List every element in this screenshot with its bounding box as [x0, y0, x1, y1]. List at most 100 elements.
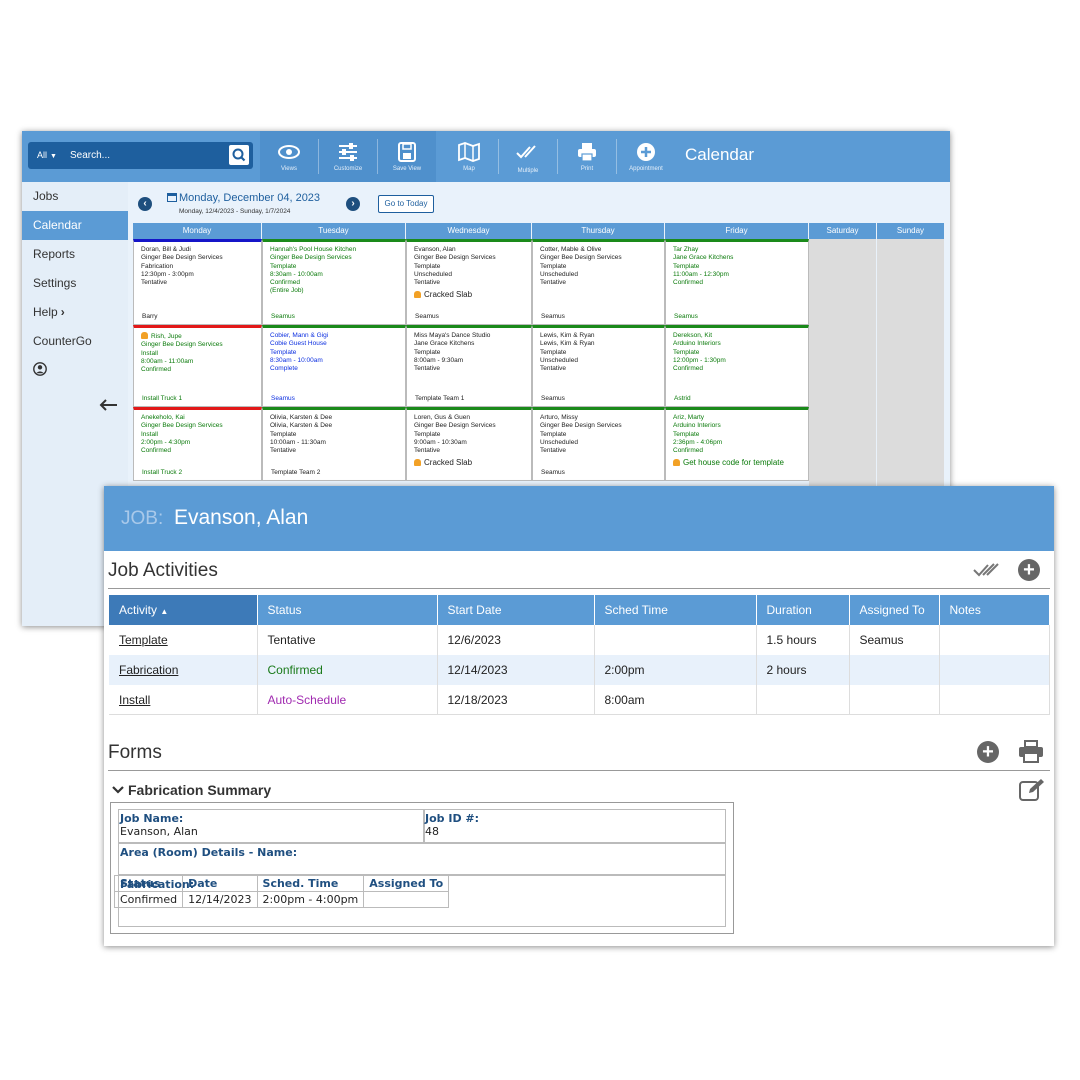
- save-view-button[interactable]: Save View: [378, 131, 436, 182]
- date-title-text: Monday, December 04, 2023: [179, 192, 321, 204]
- toolbar-divider: [616, 139, 617, 174]
- calendar-icon: [167, 193, 177, 202]
- search-icon[interactable]: [229, 145, 249, 165]
- activity-notes: [939, 655, 1050, 685]
- action-tools: Map Multiple Print Appointment: [440, 131, 675, 182]
- appointment-card[interactable]: Evanson, Alan Ginger Bee Design Services T…: [406, 239, 532, 325]
- appointment-line: 12:30pm - 3:00pm: [141, 270, 194, 278]
- day-header-saturday: Saturday: [809, 223, 877, 239]
- add-form-icon[interactable]: +: [977, 741, 999, 763]
- views-label: Views: [281, 166, 297, 172]
- map-button[interactable]: Map: [440, 131, 498, 182]
- multi-check-icon[interactable]: [972, 559, 1000, 581]
- chevron-down-icon: [112, 786, 124, 794]
- collapse-arrow-icon[interactable]: [98, 398, 118, 412]
- appointment-line: Template: [414, 262, 441, 270]
- appointment-line: Lewis, Kim & Ryan: [540, 332, 595, 339]
- appointment-line: Fabrication: [141, 262, 174, 270]
- appointment-assignee: Astrid: [674, 394, 691, 402]
- bell-icon: [414, 291, 421, 299]
- print-label: Print: [580, 166, 594, 172]
- fabrication-summary-title: Fabrication Summary: [128, 782, 272, 798]
- sidebar-item-calendar[interactable]: Calendar: [22, 211, 128, 240]
- activity-link[interactable]: Install: [109, 685, 258, 715]
- edit-form-icon[interactable]: [1018, 778, 1046, 802]
- col-notes[interactable]: Notes: [939, 595, 1050, 625]
- save-view-label: Save View: [392, 166, 422, 172]
- activity-link[interactable]: Template: [109, 625, 258, 655]
- appointment-line: Doran, Bill & Judi: [141, 246, 191, 253]
- add-activity-icon[interactable]: +: [1018, 559, 1040, 581]
- views-button[interactable]: Views: [260, 131, 318, 182]
- appointment-card[interactable]: Arturo, Missy Ginger Bee Design Services T…: [532, 407, 665, 481]
- appointment-alert: Cracked Slab: [414, 291, 524, 299]
- go-to-today-button[interactable]: Go to Today: [378, 195, 434, 213]
- appointment-card[interactable]: Cobier, Mann & Gigi Cobie Guest House Temp…: [262, 325, 406, 407]
- search-input[interactable]: Search...: [70, 150, 111, 161]
- appointment-line: Arduino Interiors: [673, 422, 721, 430]
- appointment-assignee: Seamus: [541, 468, 565, 476]
- appointment-card[interactable]: Doran, Bill & Judi Ginger Bee Design Serv…: [133, 239, 262, 325]
- appointment-line: Tentative: [414, 447, 441, 455]
- appointment-card[interactable]: Ariz, Marty Arduino Interiors Template 2:36…: [665, 407, 809, 481]
- appointment-line: Template: [414, 430, 441, 438]
- fab-header-row: Status Date Sched. Time Assigned To: [113, 875, 450, 892]
- sidebar-item-account[interactable]: [22, 356, 128, 385]
- appointment-card[interactable]: Miss Maya's Dance Studio Jane Grace Kitch…: [406, 325, 532, 407]
- appointment-line: Lewis, Kim & Ryan: [540, 340, 595, 348]
- sidebar-item-help[interactable]: Help ›: [22, 298, 128, 327]
- appointment-line: Template: [673, 430, 700, 438]
- table-row[interactable]: Fabrication Confirmed 12/14/2023 2:00pm …: [109, 655, 1050, 685]
- sidebar-item-reports[interactable]: Reports: [33, 247, 76, 261]
- appointment-assignee: Install Truck 2: [142, 468, 183, 476]
- appointment-line: Install: [141, 430, 158, 438]
- toolbar-divider: [318, 139, 319, 174]
- sidebar-item-jobs[interactable]: Jobs: [33, 189, 59, 203]
- job-id-value: 48: [425, 825, 439, 838]
- appointment-card[interactable]: Olivia, Karsten & Dee Olivia, Karsten & D…: [262, 407, 406, 481]
- multiple-button[interactable]: Multiple: [499, 131, 557, 182]
- appointment-line: Cobie Guest House: [270, 340, 327, 348]
- table-row[interactable]: Install Auto-Schedule 12/18/2023 8:00am: [109, 685, 1050, 715]
- appointment-title: Rish, Jupe: [151, 333, 182, 340]
- date-range: Monday, 12/4/2023 - Sunday, 1/7/2024: [179, 208, 291, 215]
- bell-icon: [414, 459, 421, 467]
- sidebar-item-settings[interactable]: Settings: [33, 276, 77, 290]
- appointment-card[interactable]: Rish, Jupe Ginger Bee Design Services Inst…: [133, 325, 262, 407]
- col-status[interactable]: Status: [257, 595, 438, 625]
- appointment-card[interactable]: Derekson, Kit Arduino Interiors Template 12…: [665, 325, 809, 407]
- next-arrow-icon[interactable]: ›: [346, 197, 360, 211]
- fabrication-table: Status Date Sched. Time Assigned To Conf…: [113, 875, 450, 908]
- appointment-line: Rish, Jupe: [141, 332, 254, 341]
- activity-assigned-to: Seamus: [849, 625, 940, 655]
- fab-assigned-to: [363, 891, 450, 908]
- prev-arrow-icon[interactable]: ‹: [138, 197, 152, 211]
- appointment-button[interactable]: Appointment: [617, 131, 675, 182]
- appointment-card[interactable]: Anekeholo, Kai Ginger Bee Design Services…: [133, 407, 262, 481]
- appointment-line: Ginger Bee Design Services: [141, 422, 223, 430]
- print-button[interactable]: Print: [558, 131, 616, 182]
- sidebar-item-countergo[interactable]: CounterGo: [33, 334, 92, 348]
- day-header-sunday: Sunday: [877, 223, 945, 239]
- appointment-assignee: Seamus: [541, 312, 565, 320]
- activity-link[interactable]: Fabrication: [109, 655, 258, 685]
- col-sched-time[interactable]: Sched Time: [594, 595, 757, 625]
- search-scope-select[interactable]: All ▼: [32, 146, 62, 165]
- appointment-card[interactable]: Cotter, Mable & Olive Ginger Bee Design S…: [532, 239, 665, 325]
- fabrication-summary-header[interactable]: Fabrication Summary: [112, 782, 271, 798]
- col-duration[interactable]: Duration: [756, 595, 850, 625]
- table-row[interactable]: Template Tentative 12/6/2023 1.5 hours S…: [109, 625, 1050, 655]
- fab-col-date: Date: [182, 875, 258, 892]
- appointment-card[interactable]: Lewis, Kim & Ryan Lewis, Kim & Ryan Templa…: [532, 325, 665, 407]
- col-assigned-to[interactable]: Assigned To: [849, 595, 940, 625]
- appointment-card[interactable]: Hannah's Pool House Kitchen Ginger Bee De…: [262, 239, 406, 325]
- customize-button[interactable]: Customize: [319, 131, 377, 182]
- appointment-card[interactable]: Loren, Gus & Guen Ginger Bee Design Servi…: [406, 407, 532, 481]
- print-forms-icon[interactable]: [1017, 740, 1045, 764]
- col-activity[interactable]: Activity ▲: [109, 595, 258, 625]
- col-start-date[interactable]: Start Date: [437, 595, 595, 625]
- appointment-line: Olivia, Karsten & Dee: [270, 422, 333, 430]
- appointment-line: Install: [141, 349, 158, 357]
- appointment-line: Template: [270, 348, 297, 356]
- appointment-card[interactable]: Tar Zhay Jane Grace Kitchens Template 11:00…: [665, 239, 809, 325]
